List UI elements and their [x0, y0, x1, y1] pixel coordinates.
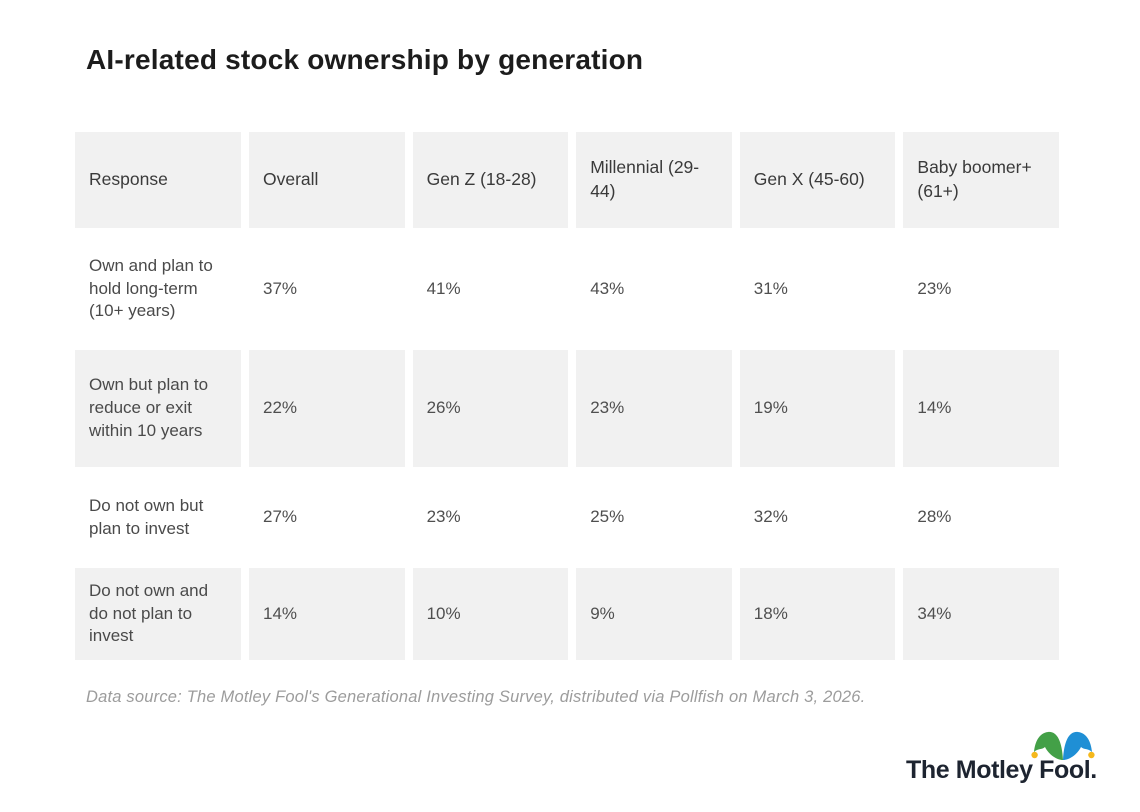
- value-cell: 23%: [576, 350, 732, 467]
- value-cell: 37%: [249, 233, 405, 345]
- logo-wordmark: The Motley Fool.: [906, 756, 1097, 784]
- value-cell: 27%: [249, 472, 405, 563]
- jester-hat-icon: [1030, 727, 1096, 763]
- value-cell: 23%: [903, 233, 1059, 345]
- value-cell: 19%: [739, 350, 896, 467]
- column-header-overall: Overall: [249, 132, 405, 228]
- value-cell: 14%: [249, 568, 405, 660]
- response-cell: Own and plan to hold long-term (10+ year…: [75, 233, 241, 345]
- response-cell: Do not own but plan to invest: [75, 472, 241, 563]
- motley-fool-logo: The Motley Fool.: [906, 727, 1102, 789]
- value-cell: 14%: [903, 350, 1059, 467]
- value-cell: 9%: [576, 568, 732, 660]
- column-header-millennial: Millennial (29-44): [576, 132, 732, 228]
- value-cell: 18%: [739, 568, 896, 660]
- value-cell: 28%: [903, 472, 1059, 563]
- value-cell: 31%: [739, 233, 896, 345]
- column-header-boomer: Baby boomer+ (61+): [903, 132, 1059, 228]
- value-cell: 26%: [412, 350, 569, 467]
- value-cell: 34%: [903, 568, 1059, 660]
- data-source-note: Data source: The Motley Fool's Generatio…: [86, 688, 866, 706]
- value-cell: 23%: [412, 472, 569, 563]
- value-cell: 32%: [739, 472, 896, 563]
- response-cell: Own but plan to reduce or exit within 10…: [75, 350, 241, 467]
- column-header-response: Response: [75, 132, 241, 228]
- value-cell: 22%: [249, 350, 405, 467]
- response-cell: Do not own and do not plan to invest: [75, 568, 241, 660]
- value-cell: 10%: [412, 568, 569, 660]
- column-header-genz: Gen Z (18-28): [412, 132, 569, 228]
- column-header-genx: Gen X (45-60): [739, 132, 896, 228]
- value-cell: 41%: [412, 233, 569, 345]
- value-cell: 25%: [576, 472, 732, 563]
- value-cell: 43%: [576, 233, 732, 345]
- data-table: Response Overall Gen Z (18-28) Millennia…: [75, 132, 1059, 660]
- page-title: AI-related stock ownership by generation: [86, 44, 644, 75]
